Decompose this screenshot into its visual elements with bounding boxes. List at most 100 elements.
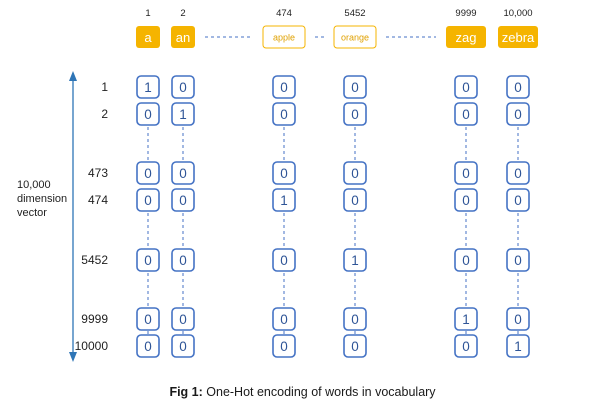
bit-value: 0	[179, 312, 187, 327]
bit-cell	[272, 161, 296, 185]
bit-cell	[136, 334, 160, 358]
bit-cell	[506, 248, 530, 272]
word-index: 474	[276, 8, 292, 19]
bit-value: 1	[144, 80, 152, 95]
word-box	[446, 26, 486, 48]
bit-cell	[136, 307, 160, 331]
word-label: zebra	[502, 30, 535, 45]
word-box	[498, 26, 538, 48]
word-index: 1	[145, 8, 150, 19]
bit-value: 0	[514, 107, 522, 122]
caption-text: One-Hot encoding of words in vocabulary	[206, 385, 436, 399]
bit-cell	[171, 307, 195, 331]
bit-value: 0	[462, 166, 470, 181]
word-index: 2	[180, 8, 185, 19]
word-index: 10,000	[503, 8, 532, 19]
bit-value: 0	[351, 166, 359, 181]
bit-value: 1	[514, 339, 522, 354]
word-label: zag	[456, 30, 477, 45]
word-label: orange	[341, 33, 369, 43]
bit-value: 0	[351, 80, 359, 95]
bit-cell	[454, 307, 478, 331]
axis-arrow-bottom	[69, 352, 77, 362]
bit-cell	[272, 248, 296, 272]
bit-value: 0	[179, 339, 187, 354]
row-label: 2	[101, 107, 108, 121]
bit-value: 0	[144, 193, 152, 208]
word-label: apple	[273, 33, 295, 43]
bit-value: 0	[462, 253, 470, 268]
bit-cell	[506, 161, 530, 185]
bit-value: 0	[144, 107, 152, 122]
bit-value: 0	[280, 312, 288, 327]
bit-value: 1	[179, 107, 187, 122]
bit-cell	[343, 102, 367, 126]
bit-value: 1	[351, 253, 359, 268]
bit-value: 0	[179, 166, 187, 181]
word-label: a	[144, 30, 152, 45]
word-box	[262, 25, 306, 49]
bit-cell	[343, 188, 367, 212]
bit-cell	[506, 188, 530, 212]
bit-value: 0	[514, 80, 522, 95]
bit-cell	[272, 188, 296, 212]
axis-arrow-top	[69, 71, 77, 81]
bit-value: 0	[144, 339, 152, 354]
bit-value: 0	[280, 166, 288, 181]
axis-label-line: dimension	[17, 193, 67, 205]
row-label: 474	[88, 193, 108, 207]
row-label: 1	[101, 80, 108, 94]
bit-cell	[171, 334, 195, 358]
bit-cell	[454, 188, 478, 212]
word-box	[171, 26, 195, 48]
word-label: an	[176, 30, 190, 45]
bit-value: 0	[514, 166, 522, 181]
axis-label-line: 10,000	[17, 179, 51, 191]
bit-value: 0	[514, 253, 522, 268]
bit-cell	[136, 102, 160, 126]
bit-value: 0	[351, 193, 359, 208]
row-label: 10000	[75, 339, 109, 353]
bit-cell	[136, 75, 160, 99]
bit-value: 0	[179, 253, 187, 268]
bit-cell	[171, 102, 195, 126]
caption-label: Fig 1:	[169, 385, 203, 399]
axis-label-line: vector	[17, 207, 47, 219]
bit-value: 0	[179, 193, 187, 208]
bit-cell	[272, 334, 296, 358]
bit-cell	[454, 75, 478, 99]
bit-value: 0	[514, 193, 522, 208]
row-label: 5452	[81, 253, 108, 267]
bit-cell	[343, 161, 367, 185]
bit-cell	[343, 75, 367, 99]
bit-value: 0	[351, 312, 359, 327]
bit-value: 1	[462, 312, 470, 327]
bit-value: 0	[514, 312, 522, 327]
bit-value: 0	[144, 253, 152, 268]
bit-cell	[136, 188, 160, 212]
bit-value: 0	[462, 193, 470, 208]
bit-cell	[272, 75, 296, 99]
bit-cell	[454, 102, 478, 126]
word-index: 5452	[344, 8, 365, 19]
bit-value: 0	[462, 107, 470, 122]
bit-value: 0	[144, 166, 152, 181]
bit-value: 0	[179, 80, 187, 95]
bit-value: 0	[462, 80, 470, 95]
word-box	[333, 25, 377, 49]
bit-value: 0	[280, 253, 288, 268]
bit-cell	[171, 188, 195, 212]
bit-value: 0	[280, 107, 288, 122]
word-box	[136, 26, 160, 48]
bit-cell	[506, 307, 530, 331]
row-label: 473	[88, 166, 108, 180]
figure-caption: Fig 1: One-Hot encoding of words in voca…	[0, 385, 605, 399]
word-index: 9999	[455, 8, 476, 19]
bit-cell	[272, 102, 296, 126]
bit-value: 0	[280, 80, 288, 95]
bit-cell	[506, 102, 530, 126]
bit-value: 1	[280, 193, 288, 208]
bit-value: 0	[351, 107, 359, 122]
bit-cell	[343, 307, 367, 331]
